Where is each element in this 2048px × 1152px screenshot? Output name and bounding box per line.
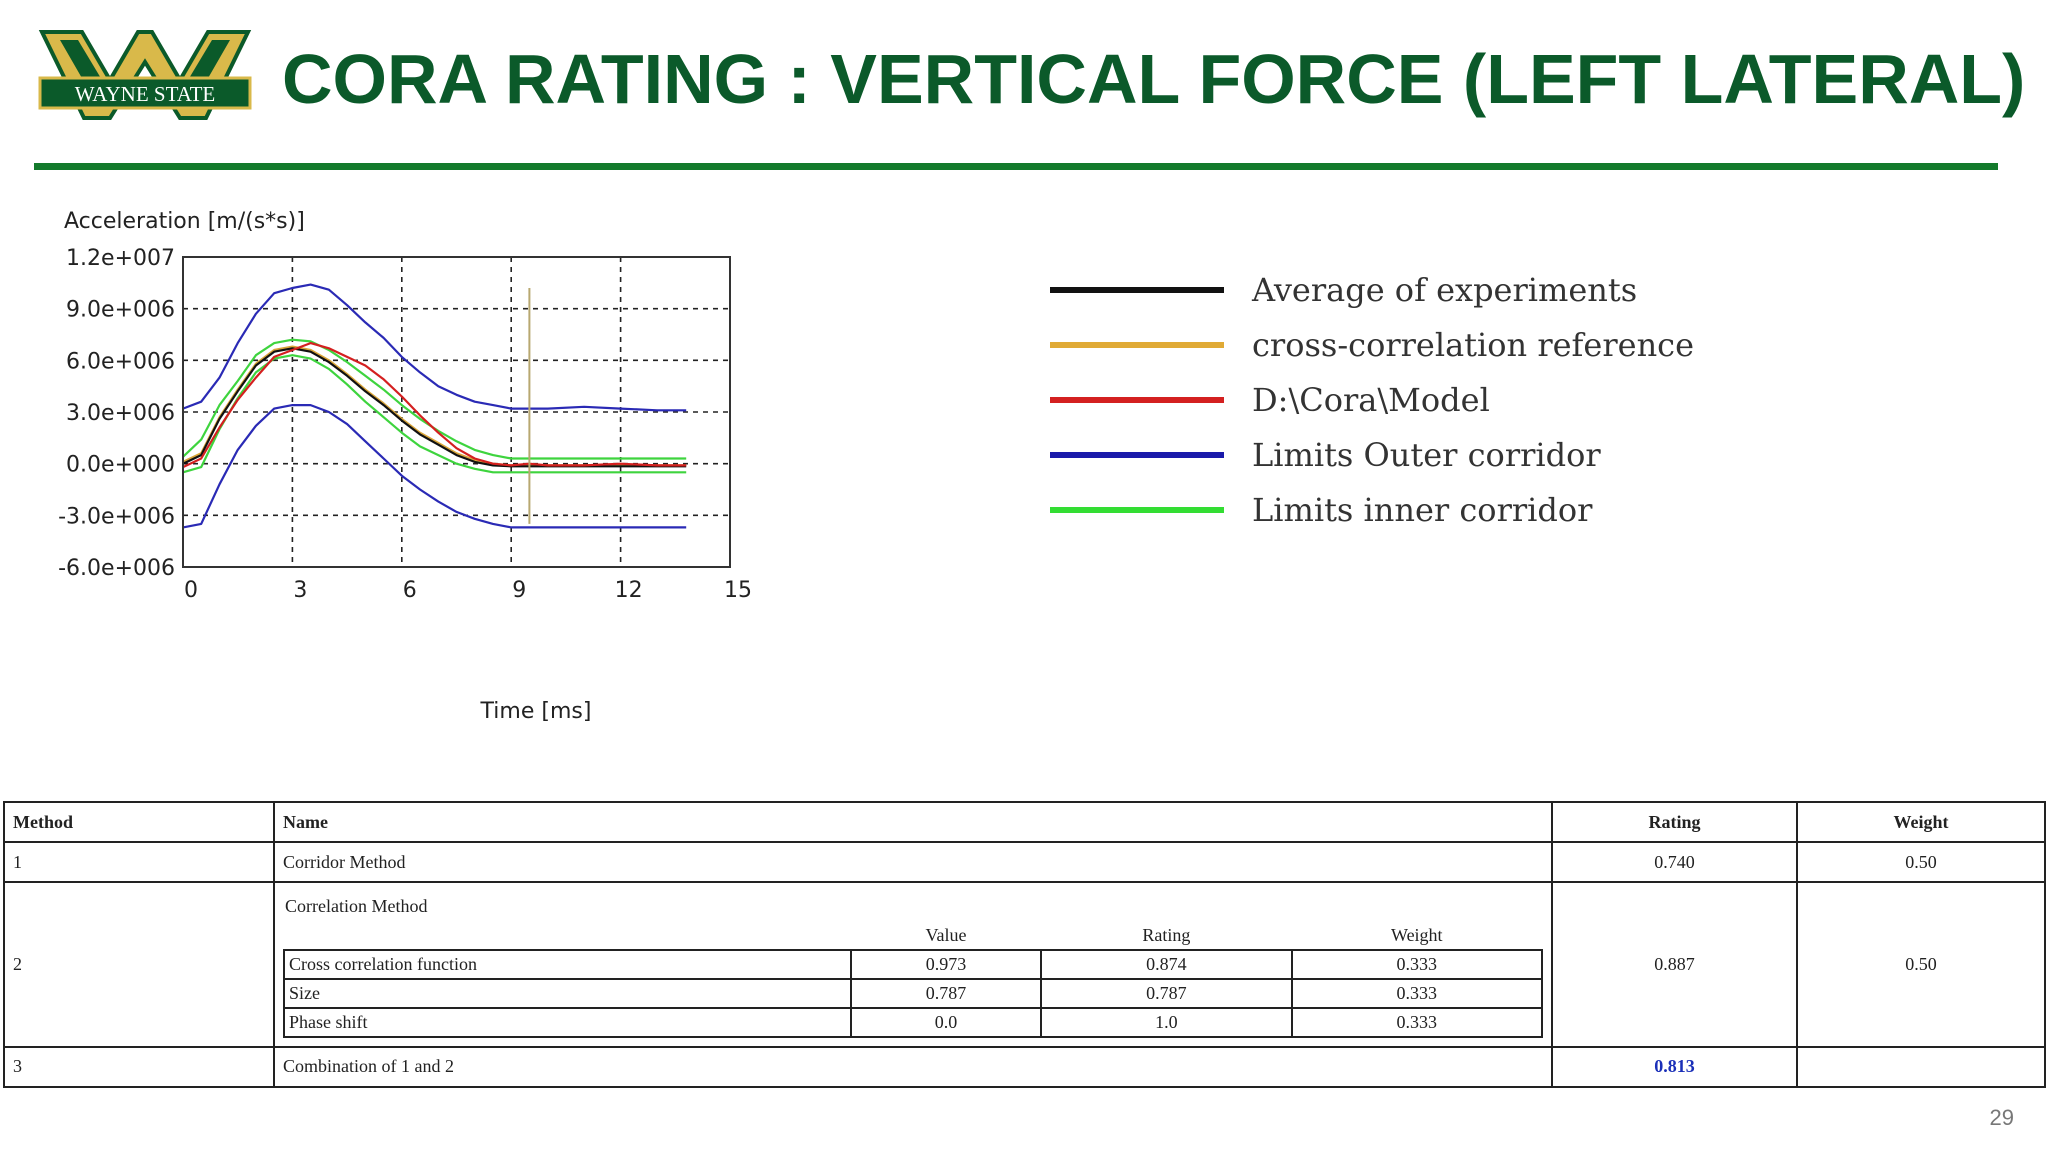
header-method: Method [3,800,275,844]
cora-results-table: Method Name Rating Weight 1 Corridor Met… [3,800,2046,1089]
subtable-row: Cross correlation function 0.973 0.874 0… [283,948,1544,980]
row1-rating: 0.740 [1551,841,1798,884]
row3-method: 3 [3,1045,275,1089]
sub-rating: 0.874 [1040,948,1293,980]
row2-name-cell: Correlation Method Value Rating Weight [273,881,1553,1048]
wayne-state-logo: WAYNE STATE [38,30,252,120]
logo-text: WAYNE STATE [75,82,215,106]
legend-swatch-average [1050,286,1224,293]
row2-method: 2 [3,881,275,1048]
x-tick-label: 15 [724,578,752,603]
legend-label-outer-corridor: Limits Outer corridor [1252,435,1601,474]
plot-frame [182,256,731,568]
y-tick-label: -3.0e+006 [58,504,175,529]
sub-header-value: Value [925,925,967,946]
header-name: Name [273,800,1553,844]
table-row: 3 Combination of 1 and 2 0.813 [3,1045,2046,1089]
chart-legend: Average of experiments cross-correlation… [1050,262,1694,537]
table-header-row: Method Name Rating Weight [3,800,2046,844]
legend-label-model: D:\Cora\Model [1252,380,1490,419]
sub-value: 0.787 [849,977,1043,1009]
x-tick-label: 6 [403,578,417,603]
logo-emblem [38,30,252,120]
sub-weight: 0.333 [1290,977,1544,1009]
sub-header-rating: Rating [1142,925,1191,946]
x-tick-label: 3 [293,578,307,603]
row3-weight [1796,1045,2046,1089]
title-divider [34,163,1998,170]
row1-weight: 0.50 [1796,841,2046,884]
y-tick-label: 1.2e+007 [66,246,175,271]
row2-rating: 0.887 [1551,881,1798,1048]
legend-swatch-inner-corridor [1050,506,1224,513]
sub-name: Size [283,977,852,1009]
legend-swatch-outer-corridor [1050,451,1224,458]
x-axis-title: Time [ms] [480,699,592,724]
row3-rating: 0.813 [1551,1045,1798,1089]
correlation-subtable: Value Rating Weight Cross correlation fu… [283,923,1544,1038]
y-axis-title: Acceleration [m/(s*s)] [64,209,305,234]
series-outer-upper [182,283,687,412]
legend-item-average: Average of experiments [1050,262,1694,317]
page-number: 29 [1989,1105,2014,1130]
legend-label-reference: cross-correlation reference [1252,325,1695,364]
sub-value: 0.973 [849,948,1043,980]
table-row: 1 Corridor Method 0.740 0.50 [3,841,2046,884]
header-rating: Rating [1551,800,1798,844]
legend-item-reference: cross-correlation reference [1050,317,1694,372]
legend-swatch-reference [1050,341,1224,348]
series-inner-upper [182,338,687,460]
x-tick-label: 12 [615,578,643,603]
series-inner-lower [182,354,687,474]
legend-label-inner-corridor: Limits inner corridor [1252,490,1593,529]
sub-value: 0.0 [849,1006,1043,1038]
y-tick-label: -6.0e+006 [58,556,175,581]
sub-header-weight: Weight [1391,925,1443,946]
row1-method: 1 [3,841,275,884]
sub-rating: 1.0 [1040,1006,1293,1038]
sub-name: Phase shift [283,1006,852,1038]
series-outer-lower [182,404,687,529]
y-tick-label: 6.0e+006 [66,349,175,374]
subtable-row: Size 0.787 0.787 0.333 [283,977,1544,1009]
y-tick-labels: 1.2e+007 9.0e+006 6.0e+006 3.0e+006 0.0e+000… [58,246,175,581]
sub-rating: 0.787 [1040,977,1293,1009]
legend-label-average: Average of experiments [1252,270,1638,309]
series-model [182,342,687,469]
sub-name: Cross correlation function [283,948,852,980]
legend-item-model: D:\Cora\Model [1050,372,1694,427]
correlation-method-title: Correlation Method [285,895,428,916]
row3-name: Combination of 1 and 2 [273,1045,1553,1089]
x-tick-label: 9 [512,578,526,603]
page-title: CORA RATING : VERTICAL FORCE (LEFT LATER… [282,40,2026,118]
sub-weight: 0.333 [1290,948,1544,980]
x-tick-label: 0 [184,578,198,603]
y-tick-label: 3.0e+006 [66,401,175,426]
legend-swatch-model [1050,396,1224,403]
header-weight: Weight [1796,800,2046,844]
sub-weight: 0.333 [1290,1006,1544,1038]
chart-series [182,283,687,529]
row1-name: Corridor Method [273,841,1553,884]
subtable-row: Phase shift 0.0 1.0 0.333 [283,1006,1544,1038]
y-tick-label: 9.0e+006 [66,298,175,323]
x-tick-labels: 0 3 6 9 12 15 [184,578,752,603]
legend-item-inner-corridor: Limits inner corridor [1050,482,1694,537]
subtable-header-row: Value Rating Weight [284,923,1542,950]
table-row: 2 Correlation Method Value Rating Wei [3,881,2046,1048]
legend-item-outer-corridor: Limits Outer corridor [1050,427,1694,482]
acceleration-chart: Acceleration [m/(s*s)] Time [ms] 1.2e+00… [58,209,752,724]
y-tick-label: 0.0e+000 [66,453,175,478]
row2-weight: 0.50 [1796,881,2046,1048]
